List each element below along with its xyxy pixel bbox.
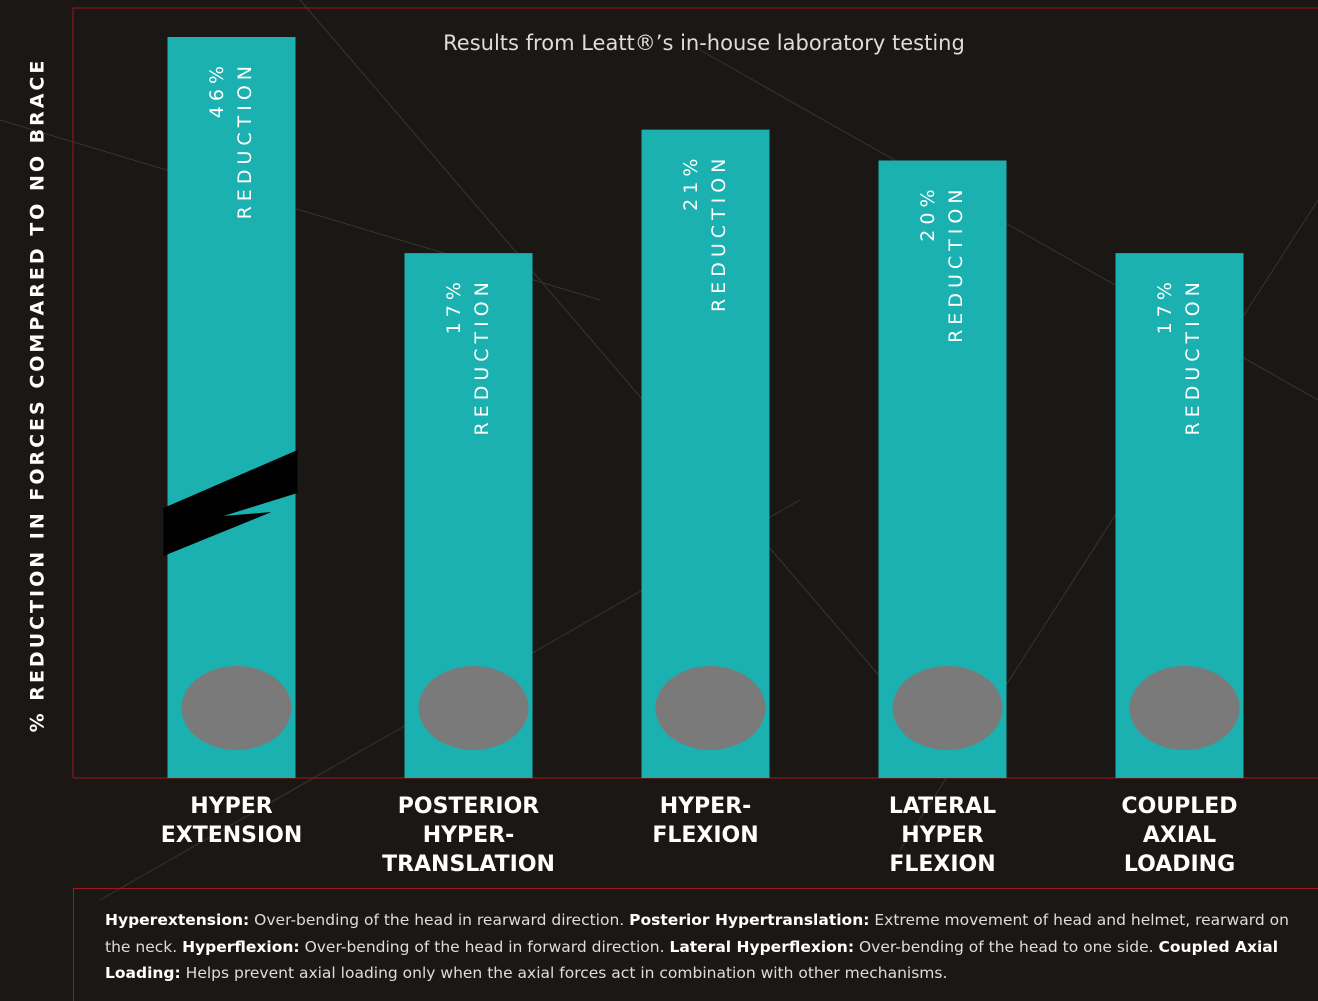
- illustration: [655, 666, 766, 750]
- axis-break: [163, 450, 298, 556]
- bar-annotation: REDUCTION: [1182, 277, 1204, 435]
- value-label: 17%: [443, 277, 465, 334]
- value-label: 21%: [680, 154, 702, 211]
- definitions: Hyperextension: Over-bending of the head…: [73, 888, 1318, 1001]
- definition-term: Posterior Hypertranslation:: [629, 911, 870, 929]
- x-tick-label: HYPER- FLEXION: [652, 794, 759, 848]
- definition-term: Hyperflexion:: [182, 937, 300, 956]
- definition-text: Over-bending of the head in rearward dir…: [254, 911, 625, 929]
- definition-text: Over-bending of the head in forward dire…: [304, 937, 665, 956]
- value-label: 17%: [1154, 277, 1176, 334]
- illustration: [181, 666, 292, 750]
- illustration: [892, 666, 1003, 750]
- bar-annotation: REDUCTION: [471, 277, 493, 435]
- illustration: [418, 666, 529, 750]
- overlays: 46% REDUCTION 17% REDUCTION 21% REDUCTION 20% R…: [163, 61, 1240, 750]
- bar-annotation: REDUCTION: [945, 185, 967, 343]
- x-tick-label: LATERAL HYPER FLEXION: [888, 794, 997, 877]
- value-label: 46%: [206, 61, 228, 118]
- definition-term: Coupled Axial Loading:: [105, 937, 1279, 983]
- subtitle: Results from Leatt®’s in-house laborator…: [443, 31, 965, 55]
- x-tick-label: POSTERIOR HYPER- TRANSLATION: [382, 794, 555, 877]
- definition-term: Hyperextension:: [105, 911, 250, 929]
- x-tick-label: HYPER EXTENSION: [160, 794, 303, 848]
- x-tick-label: COUPLED AXIAL LOADING: [1121, 794, 1238, 877]
- bar: [167, 37, 296, 778]
- bar-annotation: REDUCTION: [708, 154, 730, 312]
- value-label: 20%: [917, 185, 939, 242]
- bars: [167, 37, 1244, 778]
- illustration: [1129, 666, 1240, 750]
- definition-text: Over-bending of the head to one side.: [858, 937, 1154, 956]
- bar-annotation: REDUCTION: [234, 61, 256, 219]
- definition-term: Lateral Hyperflexion:: [669, 937, 855, 956]
- definition-text: Extreme movement of head and helmet, rea…: [105, 911, 1289, 956]
- y-axis-label: % REDUCTION IN FORCES COMPARED TO NO BRA…: [27, 58, 49, 733]
- definition-text: Helps prevent axial loading only when th…: [185, 964, 948, 982]
